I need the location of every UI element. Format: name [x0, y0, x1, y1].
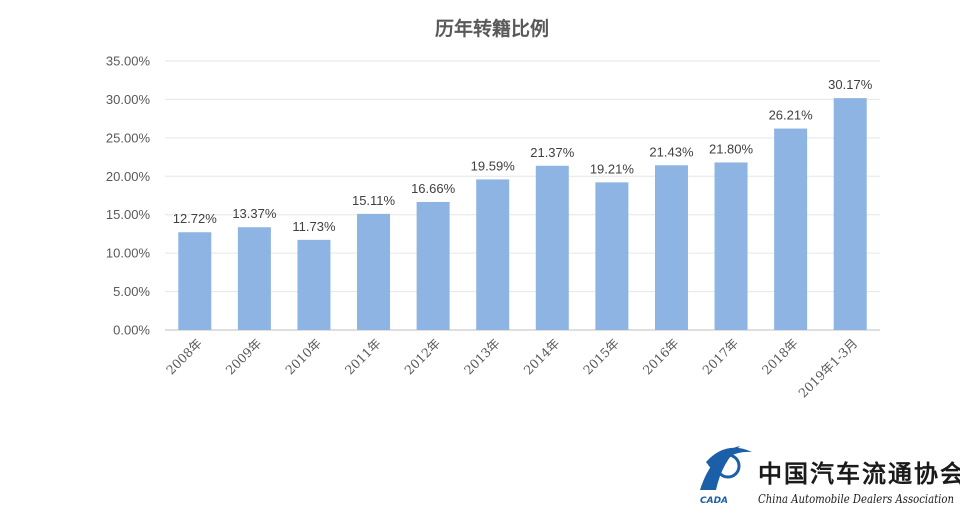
y-tick-label: 5.00%: [113, 284, 150, 299]
bar: [654, 165, 688, 330]
x-tick-label: 2011年: [342, 336, 384, 378]
gridlines: [165, 60, 880, 331]
cada-logo: CADA 中国汽车流通协会 China Automobile Dealers A…: [700, 446, 960, 506]
logo-abbreviation: CADA: [700, 496, 728, 506]
bar: [237, 227, 271, 330]
bar: [357, 213, 391, 330]
bar: [476, 179, 510, 330]
y-tick-label: 25.00%: [106, 130, 151, 145]
x-tick-label: 2017年: [699, 336, 741, 378]
bar: [714, 162, 748, 330]
y-tick-label: 35.00%: [106, 54, 151, 69]
bars: [178, 98, 867, 330]
bar: [416, 201, 450, 330]
y-axis: 0.00% 5.00% 10.00% 15.00% 20.00% 25.00% 30.00%…: [106, 54, 151, 338]
cada-emblem-icon: CADA: [700, 446, 752, 506]
data-label: 21.43%: [649, 144, 694, 159]
bar: [178, 232, 212, 330]
x-tick-label: 2014年: [520, 336, 562, 378]
x-tick-label: 2008年: [163, 336, 205, 378]
x-tick-label: 2019年1-3月: [795, 336, 860, 401]
data-label: 30.17%: [828, 77, 873, 92]
y-tick-label: 0.00%: [113, 323, 150, 338]
x-tick-label: 2010年: [282, 336, 324, 378]
bar: [833, 98, 867, 330]
data-label: 12.72%: [173, 211, 218, 226]
logo-chinese-name: 中国汽车流通协会: [758, 459, 960, 488]
y-tick-label: 10.00%: [106, 246, 151, 261]
x-tick-label: 2016年: [640, 336, 682, 378]
bar: [535, 165, 569, 330]
chart-title: 历年转籍比例: [435, 17, 549, 40]
data-label: 21.37%: [530, 145, 575, 160]
x-tick-label: 2018年: [759, 336, 801, 378]
y-tick-label: 30.00%: [106, 92, 151, 107]
data-labels: 12.72% 13.37% 11.73% 15.11% 16.66% 19.59% 21.3…: [173, 77, 873, 234]
data-label: 16.66%: [411, 181, 456, 196]
x-tick-label: 2013年: [461, 336, 503, 378]
y-tick-label: 15.00%: [106, 207, 151, 222]
y-tick-label: 20.00%: [106, 169, 151, 184]
bar: [297, 239, 331, 330]
data-label: 19.59%: [471, 158, 516, 173]
data-label: 19.21%: [590, 161, 635, 176]
logo-english-name: China Automobile Dealers Association: [758, 491, 954, 506]
x-tick-label: 2012年: [401, 336, 443, 378]
data-label: 26.21%: [769, 108, 814, 123]
x-axis: 2008年 2009年 2010年 2011年 2012年 2013年 2014年 2015年…: [163, 336, 860, 401]
data-label: 13.37%: [232, 206, 277, 221]
x-tick-label: 2009年: [223, 336, 265, 378]
x-tick-label: 2015年: [580, 336, 622, 378]
data-label: 21.80%: [709, 141, 754, 156]
data-label: 15.11%: [352, 193, 396, 208]
bar: [595, 182, 629, 330]
data-label: 11.73%: [292, 219, 336, 234]
bar: [774, 128, 808, 330]
